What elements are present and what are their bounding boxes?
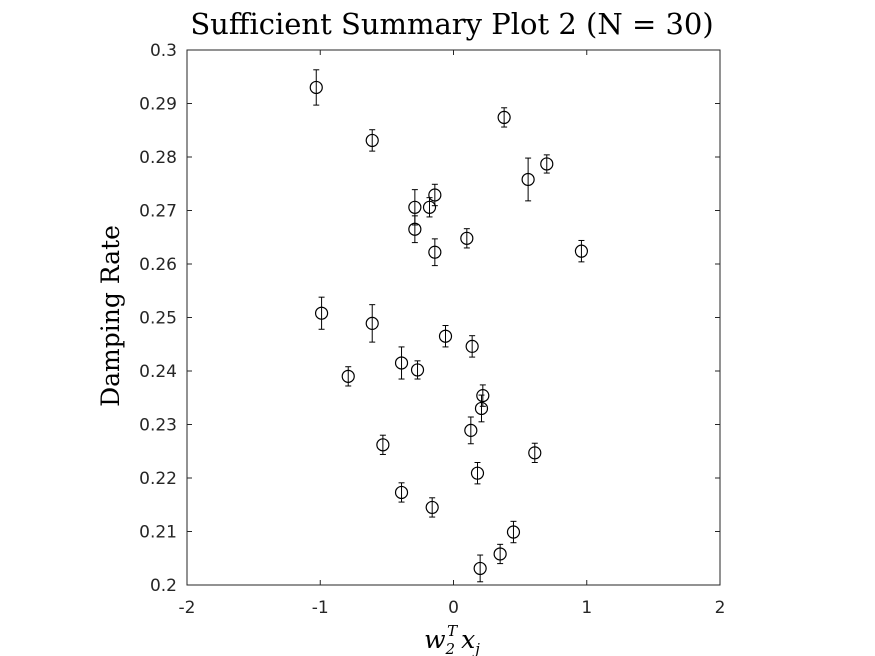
y-tick-label: 0.23 — [139, 416, 177, 436]
data-point — [528, 442, 542, 463]
data-marker — [497, 110, 511, 125]
data-marker — [422, 200, 437, 214]
y-tick-label: 0.29 — [139, 95, 177, 115]
data-marker — [574, 244, 589, 258]
data-marker — [394, 356, 409, 370]
data-point — [365, 129, 379, 152]
data-point — [465, 335, 479, 358]
y-axis-label: Damping Rate — [96, 225, 125, 407]
x-axis-label-base: w — [424, 625, 445, 654]
y-tick-label: 0.26 — [139, 255, 177, 275]
data-point — [464, 416, 478, 445]
data-marker — [408, 200, 422, 214]
data-marker — [438, 329, 453, 343]
data-point — [408, 215, 422, 244]
data-point — [428, 183, 442, 207]
data-point — [540, 154, 554, 174]
data-marker — [341, 369, 355, 383]
data-marker — [465, 339, 479, 353]
data-point — [474, 394, 489, 423]
data-point — [394, 482, 409, 503]
data-point — [376, 434, 390, 455]
y-tick-label: 0.21 — [139, 523, 177, 543]
data-point — [506, 520, 521, 544]
data-marker — [493, 547, 507, 561]
data-marker — [474, 401, 489, 416]
tick-layer: -2 -1 0 1 2 0.2 0.21 0.22 0.23 0.24 0.25 0.26 0.27 0.… — [139, 41, 725, 618]
data-marker — [506, 525, 521, 539]
x-axis-label-var-sub: j — [472, 640, 480, 656]
data-point — [341, 366, 355, 387]
data-point — [438, 325, 453, 348]
x-tick-label: 0 — [448, 598, 459, 618]
y-tick-label: 0.3 — [150, 41, 177, 61]
y-tick-label: 0.24 — [139, 362, 177, 382]
y-tick-label: 0.2 — [150, 576, 177, 596]
data-marker — [394, 485, 409, 500]
data-point — [493, 543, 507, 565]
data-marker — [540, 157, 554, 171]
x-tick-label: 2 — [715, 598, 726, 618]
data-point — [428, 238, 442, 267]
data-point — [460, 228, 474, 249]
data-marker — [476, 389, 490, 403]
data-layer — [309, 69, 589, 583]
x-axis-label-var: x — [461, 625, 475, 654]
data-point — [314, 296, 329, 330]
data-point — [365, 304, 379, 343]
data-marker — [314, 306, 329, 320]
data-point — [470, 461, 485, 485]
y-tick-label: 0.27 — [139, 202, 177, 222]
data-marker — [425, 500, 439, 515]
chart-title: Sufficient Summary Plot 2 (N = 30) — [190, 7, 713, 41]
data-point — [425, 497, 439, 518]
x-axis-label-sub: 2 — [445, 640, 456, 656]
y-tick-label: 0.28 — [139, 148, 177, 168]
x-tick-label: -2 — [179, 598, 196, 618]
data-marker — [460, 231, 474, 245]
x-axis-label-sup: T — [447, 622, 458, 640]
x-tick-label: 1 — [581, 598, 592, 618]
data-marker — [428, 245, 442, 259]
y-tick-label: 0.22 — [139, 469, 177, 489]
data-marker — [464, 423, 478, 437]
data-point — [422, 197, 437, 218]
data-point — [394, 346, 409, 380]
data-point — [473, 554, 487, 583]
data-marker — [521, 172, 535, 187]
x-tick-label: -1 — [312, 598, 329, 618]
data-marker — [410, 363, 425, 377]
data-marker — [309, 80, 323, 95]
data-point — [309, 69, 323, 106]
data-point — [497, 107, 511, 128]
data-marker — [528, 446, 542, 460]
data-marker — [428, 188, 442, 202]
data-marker — [408, 222, 422, 236]
data-marker — [470, 466, 485, 480]
plot-area — [186, 49, 721, 586]
data-point — [574, 239, 589, 263]
data-point — [521, 157, 535, 202]
data-point — [410, 360, 425, 380]
data-marker — [365, 316, 379, 330]
x-axis-label: w2T xj — [424, 622, 480, 656]
data-marker — [473, 561, 487, 576]
data-marker — [365, 133, 379, 148]
y-tick-label: 0.25 — [139, 309, 177, 329]
data-marker — [376, 438, 390, 452]
